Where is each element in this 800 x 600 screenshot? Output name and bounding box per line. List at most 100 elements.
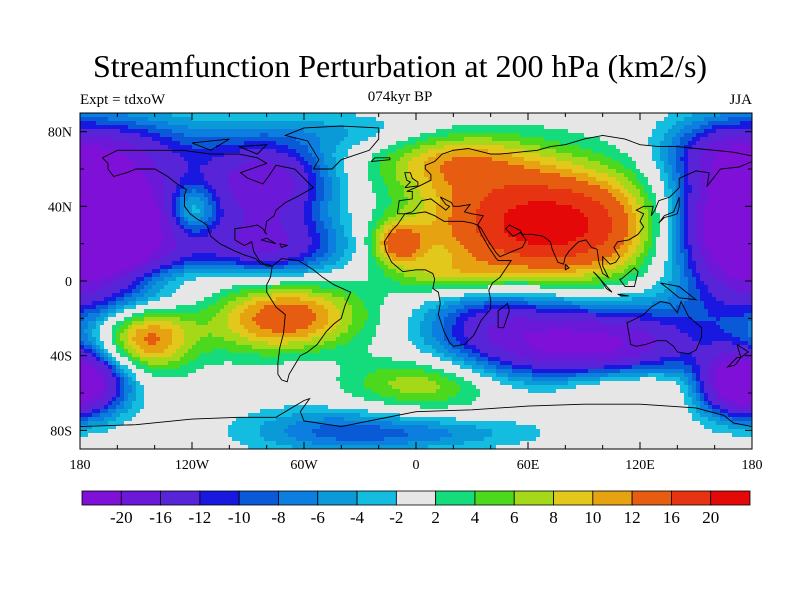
field-cell	[520, 141, 561, 146]
field-cell	[688, 333, 733, 338]
field-cell	[80, 141, 129, 146]
field-cell	[164, 237, 177, 242]
field-cell	[348, 197, 377, 202]
field-cell	[508, 161, 541, 166]
field-cell	[700, 413, 713, 418]
right-string: JJA	[729, 92, 752, 108]
field-cell	[260, 409, 369, 414]
field-cell	[688, 221, 697, 226]
field-cell	[640, 237, 649, 242]
y-tick-label: 0	[65, 275, 72, 290]
field-cell	[224, 213, 245, 218]
field-cell	[144, 293, 157, 298]
y-tick-label: 40N	[48, 200, 72, 215]
field-cell	[456, 321, 465, 326]
field-cell	[512, 153, 541, 158]
field-cell	[516, 421, 701, 426]
field-cell	[524, 157, 557, 162]
field-cell	[172, 341, 185, 346]
field-cell	[748, 333, 752, 338]
field-cell	[680, 173, 685, 178]
field-cell	[80, 425, 93, 430]
field-cell	[308, 225, 317, 230]
field-cell	[724, 329, 749, 334]
colorbar-label: -6	[311, 508, 325, 527]
field-cell	[688, 289, 701, 294]
field-cell	[280, 281, 401, 286]
field-cell	[168, 213, 173, 218]
field-cell	[468, 249, 505, 254]
field-cell	[124, 309, 145, 314]
field-cell	[332, 197, 341, 202]
field-cell	[556, 165, 585, 170]
field-cell	[680, 353, 693, 358]
field-cell	[348, 153, 373, 158]
field-cell	[660, 157, 669, 162]
field-cell	[172, 149, 241, 154]
field-cell	[228, 313, 241, 318]
field-cell	[288, 241, 313, 246]
field-cell	[120, 381, 125, 386]
field-cell	[712, 357, 737, 362]
field-cell	[80, 437, 233, 442]
field-cell	[648, 229, 653, 234]
field-cell	[712, 413, 721, 418]
field-cell	[400, 417, 457, 422]
colorbar-label: -20	[110, 508, 133, 527]
field-cell	[708, 133, 752, 138]
field-cell	[652, 201, 657, 206]
field-cell	[664, 269, 673, 274]
field-cell	[312, 309, 329, 314]
field-cell	[528, 341, 625, 346]
field-cell	[312, 201, 321, 206]
field-cell	[648, 253, 657, 258]
field-cell	[108, 317, 125, 322]
field-cell	[672, 213, 677, 218]
field-cell	[448, 397, 477, 402]
field-cell	[700, 297, 717, 302]
field-cell	[604, 241, 625, 246]
field-cell	[348, 149, 381, 154]
field-cell	[324, 333, 341, 338]
field-cell	[708, 121, 741, 126]
field-cell	[176, 205, 181, 210]
field-cell	[452, 205, 481, 210]
field-cell	[144, 321, 173, 326]
field-cell	[372, 249, 377, 254]
field-cell	[264, 305, 309, 310]
field-cell	[172, 249, 257, 254]
field-cell	[684, 237, 689, 242]
field-cell	[276, 441, 313, 446]
field-cell	[452, 253, 473, 258]
coastline	[497, 302, 510, 329]
field-cell	[624, 185, 637, 190]
field-cell	[364, 377, 397, 382]
field-cell	[664, 133, 677, 138]
field-cell	[708, 189, 752, 194]
field-cell	[228, 429, 261, 434]
field-cell	[692, 137, 701, 142]
field-cell	[280, 213, 305, 218]
field-cell	[732, 341, 749, 346]
field-cell	[728, 425, 752, 430]
field-cell	[168, 217, 177, 222]
field-cell	[504, 229, 589, 234]
field-cell	[664, 289, 677, 294]
field-cell	[384, 269, 397, 274]
field-cell	[80, 225, 161, 230]
field-cell	[656, 205, 669, 210]
field-cell	[208, 201, 217, 206]
field-cell	[356, 333, 377, 338]
field-cell	[380, 225, 385, 230]
field-cell	[304, 169, 313, 174]
field-cell	[412, 309, 429, 314]
field-cell	[180, 225, 185, 230]
field-cell	[260, 309, 313, 314]
field-cell	[184, 213, 205, 218]
field-cell	[420, 325, 433, 330]
field-cell	[476, 385, 513, 390]
field-cell	[684, 133, 697, 138]
field-cell	[80, 405, 89, 410]
field-cell	[304, 217, 313, 222]
field-cell	[620, 161, 637, 166]
